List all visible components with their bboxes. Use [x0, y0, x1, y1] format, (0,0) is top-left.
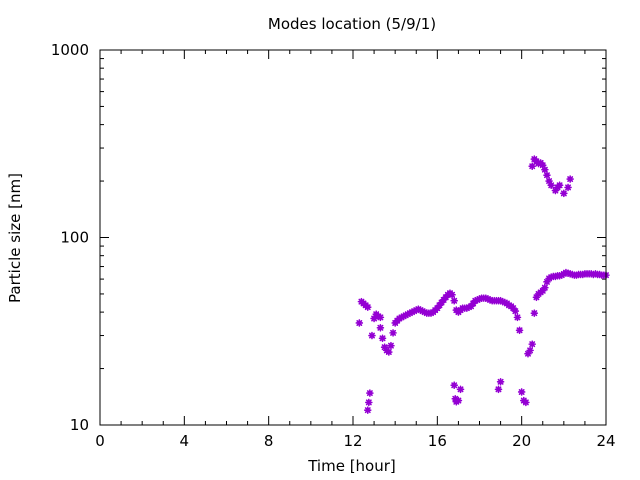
data-point: [380, 343, 389, 351]
data-point: [545, 177, 553, 185]
data-point: [551, 186, 560, 195]
data-point: [555, 181, 564, 190]
data-point: [368, 331, 376, 340]
data-point: [486, 296, 494, 304]
x-tick-label: 16: [428, 432, 447, 450]
x-tick-label: 20: [512, 432, 531, 450]
data-point: [530, 309, 539, 317]
y-axis-label: Particle size [nm]: [6, 173, 24, 303]
data-point: [450, 296, 458, 305]
data-point: [376, 313, 385, 322]
data-point: [366, 389, 374, 397]
data-point: [524, 349, 532, 358]
data-point: [463, 304, 471, 312]
data-point: [532, 293, 541, 302]
y-tick-label: 100: [60, 229, 89, 247]
data-point: [541, 283, 549, 292]
data-point: [560, 189, 568, 198]
data-point: [543, 171, 551, 179]
x-tick-label: 24: [596, 432, 615, 450]
data-point: [471, 296, 480, 305]
data-point: [511, 307, 520, 315]
data-point: [515, 326, 524, 335]
plot-frame: [99, 49, 607, 426]
data-point: [538, 286, 547, 295]
x-axis-label: Time [hour]: [307, 457, 396, 475]
data-point: [465, 303, 473, 311]
axis-tick-labels: 0 4 8 12 16 20 24 10 100 1000: [51, 41, 616, 450]
x-tick-label: 0: [95, 432, 105, 450]
data-point: [484, 295, 492, 303]
data-point: [501, 298, 509, 307]
data-point: [454, 396, 463, 405]
data-point: [363, 406, 372, 414]
data-point: [541, 165, 549, 174]
data-point: [528, 340, 537, 348]
data-point: [547, 181, 555, 190]
data-point: [387, 341, 395, 350]
data-point: [456, 385, 465, 394]
data-point: [389, 329, 397, 337]
data-point: [365, 398, 373, 407]
data-point: [473, 296, 482, 304]
data-point: [509, 304, 518, 312]
data-point: [363, 303, 372, 311]
data-point: [513, 313, 522, 322]
x-tick-label: 8: [264, 432, 274, 450]
data-point: [564, 183, 572, 192]
x-tick-label: 4: [180, 432, 190, 450]
data-point: [494, 385, 503, 394]
data-point: [451, 394, 460, 403]
data-point: [526, 346, 534, 355]
data-point: [448, 290, 456, 299]
data-point: [370, 314, 378, 323]
data-point: [522, 398, 530, 407]
data-point: [496, 296, 505, 305]
data-point: [498, 297, 507, 306]
data-point: [496, 377, 505, 386]
data-point: [538, 161, 547, 169]
data-point: [475, 295, 484, 303]
chart-title: Modes location (5/9/1): [268, 15, 436, 33]
data-point: [378, 334, 387, 343]
x-tick-label: 12: [343, 432, 362, 450]
data-point: [543, 278, 551, 286]
data-point: [528, 162, 537, 171]
data-point: [517, 388, 526, 396]
data-point: [566, 175, 574, 183]
data-point: [505, 301, 513, 310]
data-point: [385, 348, 393, 356]
data-point: [376, 323, 385, 332]
y-tick-label: 10: [70, 416, 89, 434]
y-tick-label: 1000: [51, 41, 89, 59]
data-point: [450, 381, 458, 390]
data-point: [482, 294, 490, 302]
data-point: [355, 319, 364, 327]
